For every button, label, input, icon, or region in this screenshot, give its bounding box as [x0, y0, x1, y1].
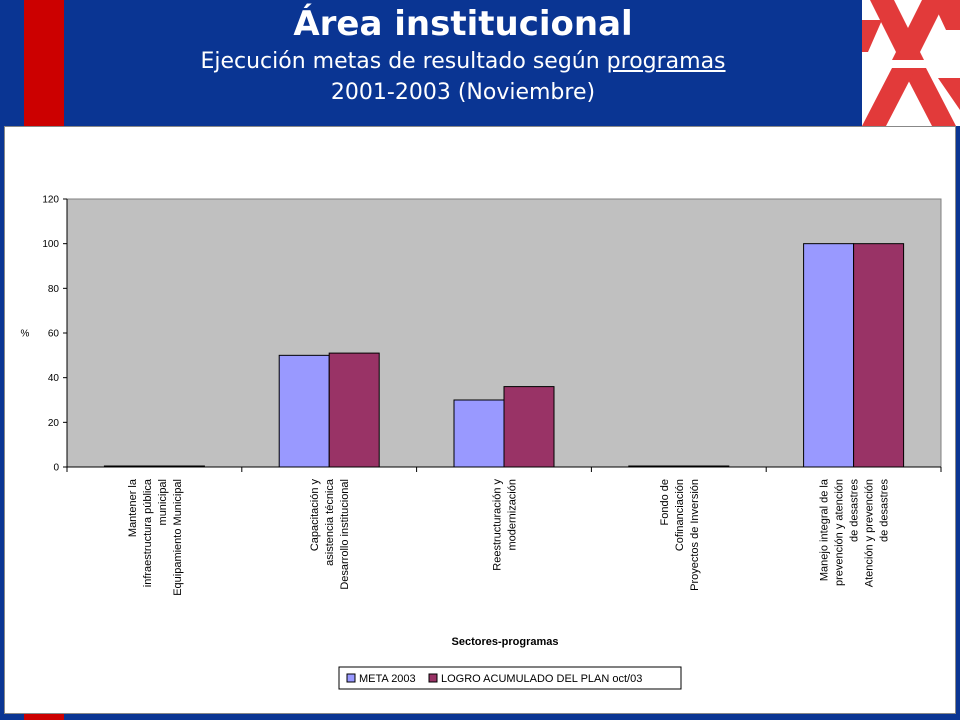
page-subtitle-date: 2001-2003 (Noviembre): [330, 80, 596, 105]
y-tick-label: 0: [53, 463, 59, 474]
legend-entry: LOGRO ACUMULADO DEL PLAN oct/03: [441, 673, 642, 685]
category-label-line: Reestructuración y: [492, 479, 504, 571]
bar-logro: [503, 386, 555, 468]
category-label-line: modernización: [507, 479, 519, 551]
category-label-line: Cofinanciación: [674, 479, 686, 551]
subtitle-text: Ejecución metas de resultado según: [200, 49, 607, 74]
y-tick-label: 20: [48, 418, 60, 429]
legend-swatch: [428, 673, 438, 683]
category-label: Manejo integral de la prevención y atenci…: [819, 478, 891, 587]
category-label-line: prevención y atención: [834, 479, 846, 586]
logo-icon: [862, 0, 960, 126]
y-tick-label: 60: [48, 329, 60, 340]
y-tick-label: 100: [42, 239, 59, 250]
x-axis-label: Sectores-programas: [452, 636, 559, 648]
category-label-line: Manejo integral de la: [819, 478, 831, 581]
category-label-line: Capacitación y: [309, 479, 321, 552]
chart-panel: 0 20 40 60 80 100 120% Mantener la infraestructu…: [4, 126, 956, 714]
y-tick-label: 120: [42, 195, 59, 206]
category-label-line: de desastres: [849, 479, 861, 542]
legend-box: [338, 666, 682, 690]
category-label: Capacitación y asistencia técnica Desarrol…: [309, 478, 351, 590]
bar-logro: [153, 465, 205, 468]
legend-entry: META 2003: [359, 673, 416, 685]
bar-meta: [803, 243, 855, 468]
category-label: Reestructuración y modernización: [492, 479, 519, 571]
category-label-line: asistencia técnica: [324, 478, 336, 566]
bar-meta: [103, 465, 155, 468]
category-label-line: municipal: [157, 479, 169, 525]
category-label-line: Desarrollo institucional: [339, 479, 351, 590]
bar-logro: [328, 352, 380, 468]
category-label: Mantener la infraestructura pública munici…: [127, 478, 184, 596]
page-title: Área institucional: [293, 4, 633, 44]
category-label-line: infraestructura pública: [142, 478, 154, 587]
category-label-line: Proyectos de Inversión: [689, 479, 701, 591]
page-subtitle: Ejecución metas de resultado según progr…: [64, 46, 862, 77]
category-label-line: Equipamiento Municipal: [172, 479, 184, 596]
category-label-line: Atención y prevención: [864, 479, 876, 587]
slide-header: Área institucional Ejecución metas de re…: [64, 0, 862, 126]
y-axis-label: %: [21, 329, 30, 340]
category-label: Fondo de Cofinanciación Proyectos de Inver…: [659, 479, 701, 591]
legend-swatch: [346, 673, 356, 683]
bar-meta: [278, 354, 330, 468]
bar-meta: [453, 399, 505, 468]
category-label-line: de desastres: [879, 479, 891, 542]
category-label-line: Fondo de: [659, 479, 671, 525]
bar-logro: [853, 243, 905, 468]
bar-chart: 0 20 40 60 80 100 120% Mantener la infraestructu…: [21, 195, 942, 690]
bar-meta: [628, 465, 680, 468]
category-label-line: Mantener la: [127, 478, 139, 537]
subtitle-link[interactable]: programas: [606, 49, 726, 74]
y-tick-label: 40: [48, 373, 60, 384]
bar-logro: [678, 465, 730, 468]
y-tick-label: 80: [48, 284, 60, 295]
